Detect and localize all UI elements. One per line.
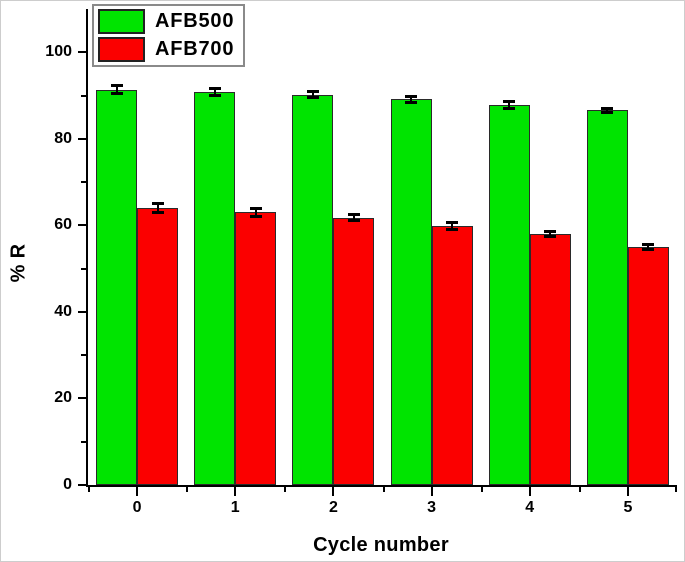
- bar-afb500-cycle-4: [488, 105, 530, 485]
- error-cap-bottom: [503, 106, 516, 110]
- x-tick-label-3: 3: [427, 499, 437, 516]
- bar-afb700-cycle-3: [431, 225, 473, 485]
- y-minor-tick-50: [81, 267, 86, 270]
- error-cap-bottom: [601, 110, 614, 114]
- error-bar-afb500-2: [311, 91, 314, 99]
- legend-item-afb700: AFB700: [98, 37, 234, 62]
- y-major-tick-20: [78, 397, 86, 400]
- bar-afb500-cycle-0: [96, 89, 138, 485]
- legend-item-afb500: AFB500: [98, 9, 234, 34]
- error-cap-top: [110, 84, 123, 88]
- error-bar-afb500-1: [213, 87, 216, 96]
- error-bar-afb700-4: [549, 230, 552, 238]
- bar-afb700-cycle-1: [235, 212, 277, 485]
- error-cap-top: [405, 94, 418, 98]
- y-major-tick-40: [78, 310, 86, 313]
- bar-afb700-cycle-5: [627, 246, 669, 485]
- x-minor-tick: [578, 487, 581, 492]
- error-cap-bottom: [405, 100, 418, 104]
- error-cap-bottom: [544, 235, 557, 239]
- error-bar-afb700-2: [352, 213, 355, 222]
- y-major-tick-100: [78, 51, 86, 54]
- x-major-tick-3: [430, 487, 433, 496]
- legend: AFB500 AFB700: [92, 4, 246, 67]
- y-major-tick-80: [78, 137, 86, 140]
- error-bar-afb500-3: [410, 95, 413, 103]
- y-tick-label-0: 0: [63, 476, 72, 493]
- error-bar-afb500-4: [508, 101, 511, 109]
- error-bar-afb500-5: [606, 107, 609, 113]
- error-cap-top: [151, 201, 164, 205]
- x-major-tick-5: [626, 487, 629, 496]
- y-tick-label-100: 100: [45, 43, 72, 61]
- bar-afb500-cycle-2: [292, 94, 334, 485]
- bar-afb700-cycle-2: [333, 217, 375, 485]
- error-cap-top: [208, 86, 221, 90]
- plot-area: 0 20 40 60 80 100 0 1 2 3 4 5: [45, 9, 677, 516]
- error-bar-afb700-3: [451, 221, 454, 230]
- error-cap-top: [642, 242, 655, 246]
- x-minor-tick: [186, 487, 189, 492]
- error-cap-top: [306, 90, 319, 94]
- x-minor-tick: [675, 487, 677, 492]
- error-cap-bottom: [642, 247, 655, 251]
- error-cap-top: [249, 207, 262, 211]
- y-minor-tick-70: [81, 181, 86, 184]
- x-major-tick-4: [528, 487, 531, 496]
- error-bar-afb700-1: [254, 208, 257, 217]
- error-bar-afb700-0: [156, 202, 159, 214]
- x-minor-tick: [480, 487, 483, 492]
- legend-label-afb500: AFB500: [155, 10, 235, 32]
- error-cap-top: [446, 220, 459, 224]
- y-tick-label-20: 20: [54, 389, 72, 407]
- y-tick-label-40: 40: [54, 302, 72, 320]
- bar-afb700-cycle-0: [137, 208, 179, 485]
- y-minor-tick-90: [81, 94, 86, 97]
- x-tick-label-4: 4: [525, 499, 535, 516]
- x-minor-tick: [284, 487, 287, 492]
- error-cap-bottom: [347, 219, 360, 223]
- legend-swatch-afb700: [98, 37, 145, 62]
- y-minor-tick-30: [81, 354, 86, 357]
- error-cap-bottom: [151, 211, 164, 215]
- legend-swatch-afb500: [98, 9, 145, 34]
- y-tick-label-60: 60: [54, 216, 72, 234]
- x-axis-title: Cycle number: [313, 534, 449, 556]
- error-cap-top: [544, 229, 557, 233]
- x-minor-tick: [88, 487, 90, 492]
- error-cap-top: [601, 106, 614, 110]
- error-bar-afb500-0: [115, 85, 118, 94]
- x-major-tick-0: [136, 487, 139, 496]
- error-cap-bottom: [446, 227, 459, 231]
- x-minor-tick: [382, 487, 385, 492]
- x-major-tick-2: [332, 487, 335, 496]
- error-cap-top: [503, 100, 516, 104]
- bar-afb500-cycle-3: [390, 99, 432, 485]
- x-tick-label-5: 5: [623, 499, 633, 516]
- x-major-tick-1: [234, 487, 237, 496]
- error-cap-bottom: [306, 96, 319, 100]
- y-axis-title: % R: [7, 243, 30, 283]
- y-major-tick-60: [78, 224, 86, 227]
- error-bar-afb700-5: [647, 243, 650, 250]
- bar-afb700-cycle-4: [529, 234, 571, 485]
- x-tick-label-0: 0: [132, 499, 142, 516]
- y-minor-tick-10: [81, 440, 86, 443]
- y-major-tick-0: [78, 484, 86, 486]
- x-tick-label-1: 1: [230, 499, 240, 516]
- error-cap-bottom: [110, 91, 123, 95]
- error-cap-bottom: [208, 93, 221, 97]
- bar-afb500-cycle-5: [586, 110, 628, 485]
- x-tick-label-2: 2: [328, 499, 338, 516]
- error-cap-top: [347, 212, 360, 216]
- bar-afb500-cycle-1: [194, 91, 236, 485]
- legend-label-afb700: AFB700: [155, 38, 235, 60]
- y-tick-label-80: 80: [54, 129, 72, 147]
- error-cap-bottom: [249, 214, 262, 218]
